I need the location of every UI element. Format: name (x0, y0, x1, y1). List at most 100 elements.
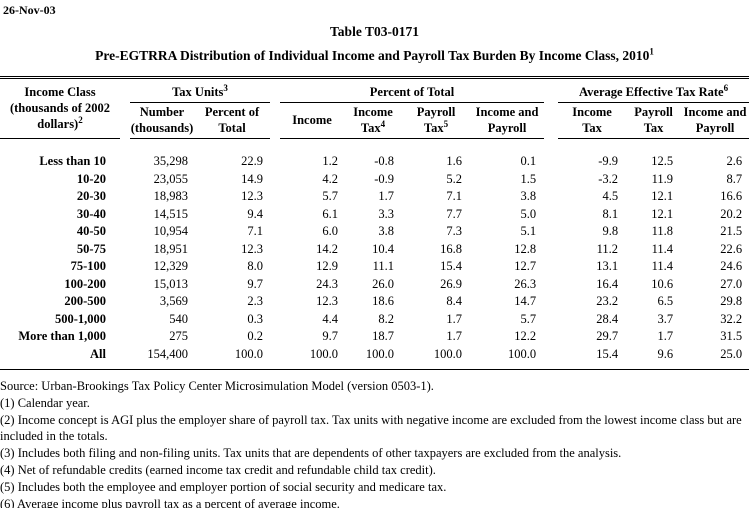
spacer-cell (544, 171, 558, 189)
value-cell: 12.2 (514, 329, 537, 344)
table-row: 10-20 23,055 14.9 4.2 -0.9 5.2 1.5 -3.2 11.9 8.7 (0, 171, 749, 189)
value-cell: 14.2 (316, 241, 339, 256)
spacer-cell (544, 139, 558, 171)
value-cell: -0.9 (374, 171, 395, 186)
value-cell: 20.2 (720, 206, 743, 221)
value-cell: 11.2 (596, 241, 619, 256)
value-cell: 13.1 (596, 259, 619, 274)
footnote-5: (5) Includes both the employee and emplo… (0, 479, 447, 494)
col-header-payroll-tax-line2: Tax5 (402, 119, 471, 139)
income-class-cell: 75-100 (70, 259, 106, 274)
col-header-income-and-payroll-line2: Payroll (470, 120, 545, 139)
group-label: Tax Units (172, 85, 224, 99)
value-cell: 1.7 (446, 329, 463, 344)
value-cell: 12.5 (651, 154, 674, 169)
spacer-cell (120, 311, 130, 329)
value-cell: 8.0 (247, 259, 264, 274)
col-header-number-line2: (thousands) (130, 120, 194, 139)
value-cell: 5.1 (520, 224, 537, 239)
value-cell: 24.3 (316, 276, 339, 291)
spacer-cell (544, 311, 558, 329)
table-row: 75-100 12,329 8.0 12.9 11.1 15.4 12.7 13.1 11.4 2… (0, 258, 749, 276)
value-cell: 12.1 (651, 189, 674, 204)
value-cell: 9.4 (247, 206, 264, 221)
spacer-cell (120, 276, 130, 294)
table-row: 20-30 18,983 12.3 5.7 1.7 7.1 3.8 4.5 12.1 16.6 (0, 188, 749, 206)
footnote-1: (1) Calendar year. (0, 395, 90, 410)
spacer-cell (544, 328, 558, 346)
spacer-cell (544, 346, 558, 370)
value-cell: 12,329 (153, 259, 188, 274)
value-cell: 0.3 (247, 311, 264, 326)
table-row: 50-75 18,951 12.3 14.2 10.4 16.8 12.8 11.2 11.4 2… (0, 241, 749, 259)
spacer-cell (270, 311, 280, 329)
value-cell: -3.2 (598, 171, 619, 186)
value-cell: 3.8 (520, 189, 537, 204)
col-header-income-tax: Income (353, 105, 393, 119)
value-cell: 14.7 (514, 294, 537, 309)
value-cell: 1.2 (322, 154, 339, 169)
value-cell: 26.3 (514, 276, 537, 291)
value-cell: 10.4 (372, 241, 395, 256)
header-subrow-1: Number Percent of Income Income Payroll … (0, 102, 749, 139)
income-class-footnote-ref: 2 (78, 114, 83, 125)
value-cell: 15.4 (440, 259, 463, 274)
value-cell: 0.1 (520, 154, 537, 169)
value-cell: 100.0 (365, 346, 395, 361)
value-cell: 9.8 (602, 224, 619, 239)
group-footnote-ref: 6 (723, 82, 729, 93)
value-cell: 18.6 (372, 294, 395, 309)
value-cell: 5.0 (520, 206, 537, 221)
value-cell: 275 (169, 329, 188, 344)
header-text: Tax (360, 121, 381, 135)
value-cell: 18,951 (153, 241, 188, 256)
value-cell: 26.9 (440, 276, 463, 291)
spacer-cell (270, 139, 280, 171)
income-class-cell: 500-1,000 (54, 311, 106, 326)
table-number-title: Table T03-0171 (330, 24, 419, 39)
spacer-cell (120, 188, 130, 206)
footnote-4: (4) Net of refundable credits (earned in… (0, 462, 436, 477)
col-header-aetr-income-tax: Income (572, 105, 612, 119)
spacer-cell (270, 328, 280, 346)
spacer-cell (120, 206, 130, 224)
table-row: All 154,400 100.0 100.0 100.0 100.0 100.0 15.4 9… (0, 346, 749, 370)
value-cell: 16.4 (596, 276, 619, 291)
group-header-percent-of-total: Percent of Total (280, 77, 545, 103)
col-header-aetr-income-and-payroll-line2: Payroll (681, 120, 749, 139)
value-cell: 6.0 (322, 224, 339, 239)
header-text: Tax (423, 121, 444, 135)
column-gap (544, 78, 558, 139)
table-title-text: Pre-EGTRRA Distribution of Individual In… (95, 48, 650, 63)
spacer-cell (544, 188, 558, 206)
value-cell: 12.9 (316, 259, 339, 274)
value-cell: 32.2 (720, 311, 743, 326)
value-cell: 24.6 (720, 259, 743, 274)
value-cell: 3.3 (378, 206, 395, 221)
value-cell: 35,298 (153, 154, 188, 169)
footnotes-block: Source: Urban-Brookings Tax Policy Cente… (0, 378, 749, 508)
value-cell: 9.7 (247, 276, 264, 291)
value-cell: 1.7 (378, 189, 395, 204)
value-cell: 5.7 (322, 189, 339, 204)
group-footnote-ref: 3 (223, 82, 228, 93)
value-cell: 22.6 (720, 241, 743, 256)
table-title-footnote-ref: 1 (649, 46, 654, 57)
value-cell: 11.4 (651, 259, 674, 274)
value-cell: 28.4 (596, 311, 619, 326)
value-cell: 154,400 (147, 346, 188, 361)
spacer-cell (544, 223, 558, 241)
income-class-cell: 100-200 (64, 276, 106, 291)
value-cell: 1.5 (520, 171, 537, 186)
table-row: 100-200 15,013 9.7 24.3 26.0 26.9 26.3 16.4 10.6… (0, 276, 749, 294)
spacer-cell (270, 258, 280, 276)
value-cell: 22.9 (241, 154, 264, 169)
value-cell: 25.0 (720, 346, 743, 361)
income-class-cell: 200-500 (64, 294, 106, 309)
value-cell: 14.9 (241, 171, 264, 186)
value-cell: 11.4 (651, 241, 674, 256)
value-cell: 9.7 (322, 329, 339, 344)
table-row: 40-50 10,954 7.1 6.0 3.8 7.3 5.1 9.8 11.8 21.5 (0, 223, 749, 241)
spacer-cell (120, 223, 130, 241)
value-cell: -0.8 (374, 154, 395, 169)
